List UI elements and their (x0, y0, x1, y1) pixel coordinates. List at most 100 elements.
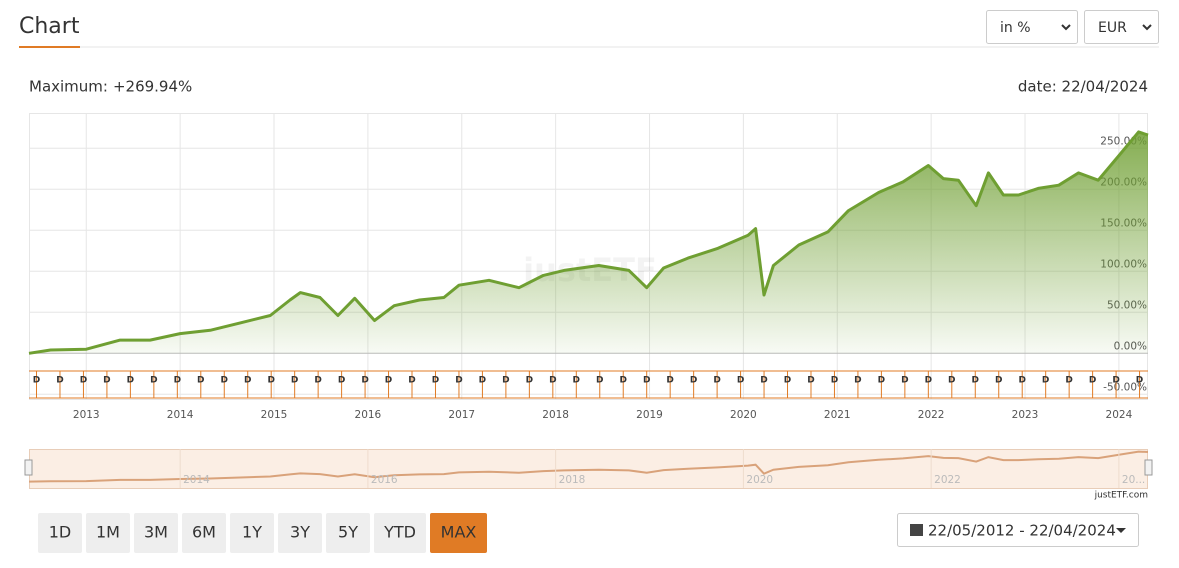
dividend-label: D (103, 376, 110, 386)
range-button-label: 6M (192, 523, 216, 542)
dividend-label: D (197, 376, 204, 386)
range-button-label: 1D (49, 523, 72, 542)
range-button[interactable] (134, 513, 178, 553)
dividend-label: D (713, 376, 720, 386)
navigator-tick-label: 2016 (371, 474, 398, 486)
currency-select[interactable] (1084, 10, 1159, 44)
credit: justETF.com (1094, 491, 1148, 501)
dividend-label: D (526, 376, 533, 386)
unit-select[interactable] (986, 10, 1078, 44)
dividend-label: D (432, 376, 439, 386)
unit-select-text: in % (1000, 20, 1031, 36)
navigator-handle[interactable] (24, 459, 33, 476)
range-button[interactable] (38, 513, 82, 553)
dividend-label: D (831, 376, 838, 386)
maximum-value: +269.94% (113, 78, 192, 96)
dividend-label: D (174, 376, 181, 386)
date-range-text: 22/05/2012 - 22/04/2024 (928, 522, 1116, 540)
range-button[interactable] (374, 513, 426, 553)
dividend-label: D (408, 376, 415, 386)
dividend-label: D (549, 376, 556, 386)
range-button-label: MAX (441, 523, 477, 542)
x-tick-label: 2023 (1012, 409, 1039, 421)
maximum-label: Maximum: (29, 78, 108, 96)
select-arrow (1142, 24, 1152, 31)
range-button[interactable] (326, 513, 370, 553)
select-arrow (1061, 24, 1071, 31)
range-button[interactable] (182, 513, 226, 553)
dividend-label: D (972, 376, 979, 386)
dividend-label: D (244, 376, 251, 386)
dividend-label: D (455, 376, 462, 386)
dividend-label: D (1018, 376, 1025, 386)
x-tick-label: 2018 (542, 409, 569, 421)
dropdown-arrow (1116, 528, 1126, 533)
area-fill (29, 131, 1148, 354)
dividend-label: D (361, 376, 368, 386)
dividend-label: D (314, 376, 321, 386)
dividend-label: D (150, 376, 157, 386)
calendar-icon (910, 524, 923, 536)
x-tick-label: 2022 (918, 409, 945, 421)
y-tick-label: -50.00% (1103, 381, 1147, 393)
dividend-label: D (995, 376, 1002, 386)
navigator-tick-label: 2020 (746, 474, 773, 486)
range-button[interactable] (278, 513, 322, 553)
dividend-label: D (1112, 376, 1119, 386)
range-button[interactable] (430, 513, 487, 553)
navigator-tick-label: 2014 (183, 474, 210, 486)
range-button[interactable] (86, 513, 130, 553)
navigator-tick-label: 2018 (559, 474, 586, 486)
dividend-label: D (854, 376, 861, 386)
dividend-label: D (643, 376, 650, 386)
x-tick-label: 2021 (824, 409, 851, 421)
dividend-label: D (33, 376, 40, 386)
range-button-label: 3Y (290, 523, 310, 542)
dividend-label: D (1065, 376, 1072, 386)
dividend-label: D (784, 376, 791, 386)
date-range-picker[interactable] (897, 513, 1139, 547)
dividend-label: D (596, 376, 603, 386)
dividend-label: D (221, 376, 228, 386)
dividend-label: D (267, 376, 274, 386)
dividend-label: D (948, 376, 955, 386)
dividend-label: D (737, 376, 744, 386)
range-button[interactable] (230, 513, 274, 553)
range-button-label: YTD (383, 523, 416, 542)
dividend-label: D (502, 376, 509, 386)
line (28, 130, 1149, 355)
dividend-label: D (1042, 376, 1049, 386)
dividend-label: D (878, 376, 885, 386)
dividend-label: D (127, 376, 134, 386)
navigator-line (28, 450, 1149, 483)
x-tick-label: 2024 (1106, 409, 1133, 421)
x-tick-label: 2019 (636, 409, 663, 421)
navigator-tick-label: 2022 (934, 474, 961, 486)
dividend-label: D (291, 376, 298, 386)
dividend-label: D (479, 376, 486, 386)
x-tick-label: 2020 (730, 409, 757, 421)
dividend-label: D (385, 376, 392, 386)
dividend-label: D (760, 376, 767, 386)
dividend-label: D (338, 376, 345, 386)
x-tick-label: 2016 (355, 409, 382, 421)
x-tick-label: 2015 (261, 409, 288, 421)
x-tick-label: 2014 (167, 409, 194, 421)
dividend-label: D (925, 376, 932, 386)
range-button-label: 1M (96, 523, 120, 542)
currency-select-text: EUR (1098, 20, 1127, 36)
dividend-label: D (80, 376, 87, 386)
dividend-label: D (573, 376, 580, 386)
x-tick-label: 2017 (448, 409, 475, 421)
navigator-handle[interactable] (1144, 459, 1153, 476)
dividend-label: D (619, 376, 626, 386)
dividend-label: D (807, 376, 814, 386)
x-tick-label: 2013 (73, 409, 100, 421)
range-button-label: 1Y (242, 523, 262, 542)
dividend-label: D (690, 376, 697, 386)
dividend-label: D (56, 376, 63, 386)
dividend-label: D (666, 376, 673, 386)
navigator-tick-label: 20... (1122, 474, 1145, 486)
